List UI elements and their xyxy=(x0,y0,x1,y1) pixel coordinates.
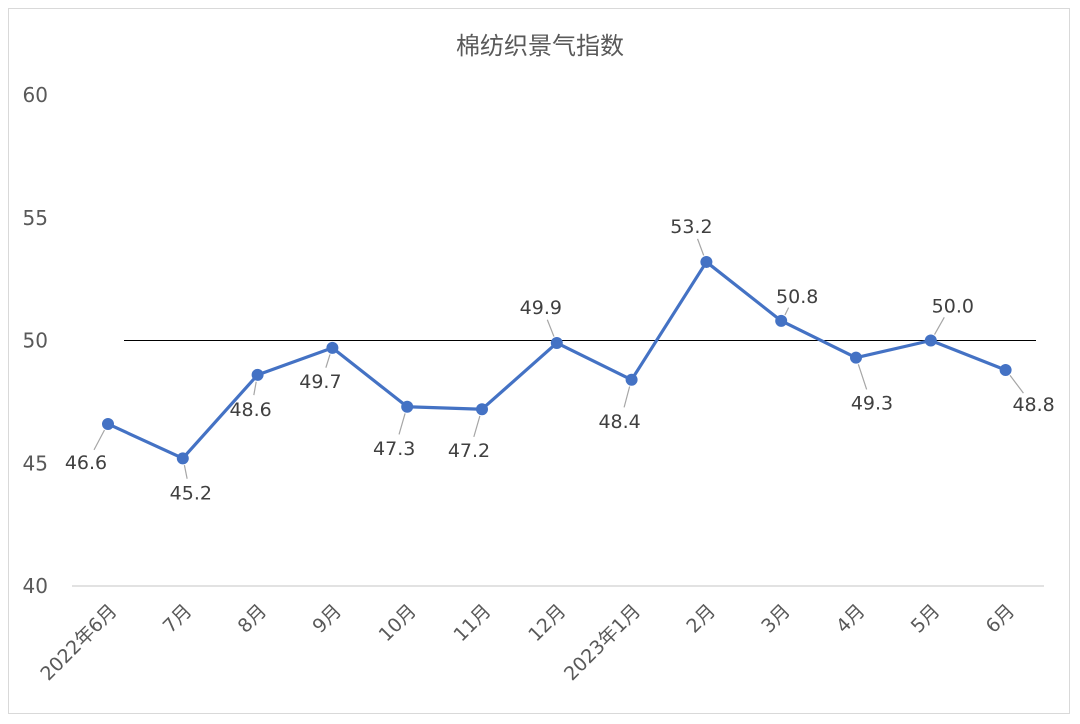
data-label: 48.8 xyxy=(1012,394,1054,416)
chart-frame xyxy=(8,8,1070,714)
data-point xyxy=(251,368,264,381)
y-tick-label: 60 xyxy=(23,83,48,107)
x-tick-label: 6月 xyxy=(982,600,1020,638)
x-tick-label: 2023年1月 xyxy=(560,600,645,685)
data-label: 48.4 xyxy=(598,411,640,433)
x-tick-label: 2022年6月 xyxy=(36,600,121,685)
leader-line xyxy=(183,465,188,479)
data-point xyxy=(176,452,189,465)
x-tick-label: 5月 xyxy=(907,600,945,638)
leader-line xyxy=(546,319,555,337)
x-tick-label: 12月 xyxy=(524,600,570,646)
data-point xyxy=(625,373,638,386)
leader-line xyxy=(93,429,106,451)
data-label: 49.3 xyxy=(851,393,893,415)
leader-line xyxy=(857,364,868,390)
data-point xyxy=(401,400,414,413)
data-label: 49.9 xyxy=(520,297,562,319)
x-tick-label: 10月 xyxy=(375,600,421,646)
leader-line xyxy=(398,413,406,435)
data-label-layer: 46.6 45.2 48.6 49.7 47.3 47.2 49.9 48.4 53.2 50.8… xyxy=(65,216,1055,504)
data-label: 46.6 xyxy=(65,452,107,474)
data-point xyxy=(700,255,713,268)
y-tick-label: 45 xyxy=(23,451,48,475)
data-point xyxy=(326,341,339,354)
x-tick-label: 11月 xyxy=(449,600,495,646)
data-label: 49.7 xyxy=(299,371,341,393)
data-label: 53.2 xyxy=(670,216,712,238)
data-label: 47.2 xyxy=(448,440,490,462)
y-tick-label: 40 xyxy=(23,574,48,598)
leader-line xyxy=(253,381,257,396)
data-point xyxy=(775,314,788,327)
x-tick-label: 7月 xyxy=(159,600,197,638)
data-point xyxy=(924,334,937,347)
data-label: 50.8 xyxy=(776,286,818,308)
x-tick-label: 9月 xyxy=(308,600,346,638)
y-tick-label: 50 xyxy=(23,329,48,353)
data-point xyxy=(476,403,488,416)
x-tick-label: 4月 xyxy=(832,600,870,638)
data-label: 45.2 xyxy=(170,482,212,504)
leader-line xyxy=(934,317,945,335)
series-layer xyxy=(102,255,1012,465)
y-tick-label: 55 xyxy=(23,206,48,230)
x-tick-label: 3月 xyxy=(757,600,795,638)
leader-line xyxy=(325,354,331,368)
chart-title: 棉纺织景气指数 xyxy=(456,32,624,60)
data-label: 47.3 xyxy=(373,438,415,460)
y-axis: 40 45 50 55 60 xyxy=(23,83,48,598)
leader-line xyxy=(623,386,631,408)
x-tick-label: 2月 xyxy=(682,600,720,638)
data-point xyxy=(999,363,1012,376)
data-point xyxy=(102,417,114,430)
x-tick-label: 8月 xyxy=(234,600,272,638)
data-label: 48.6 xyxy=(229,399,271,421)
data-label: 50.0 xyxy=(932,296,974,318)
data-point xyxy=(850,351,862,364)
leader-line xyxy=(784,307,790,316)
series-line xyxy=(106,260,1008,460)
leader-line xyxy=(696,238,705,256)
leader-line-layer xyxy=(93,238,1024,479)
data-point xyxy=(550,336,563,349)
leader-line xyxy=(1009,375,1024,394)
leader-line xyxy=(473,415,481,438)
